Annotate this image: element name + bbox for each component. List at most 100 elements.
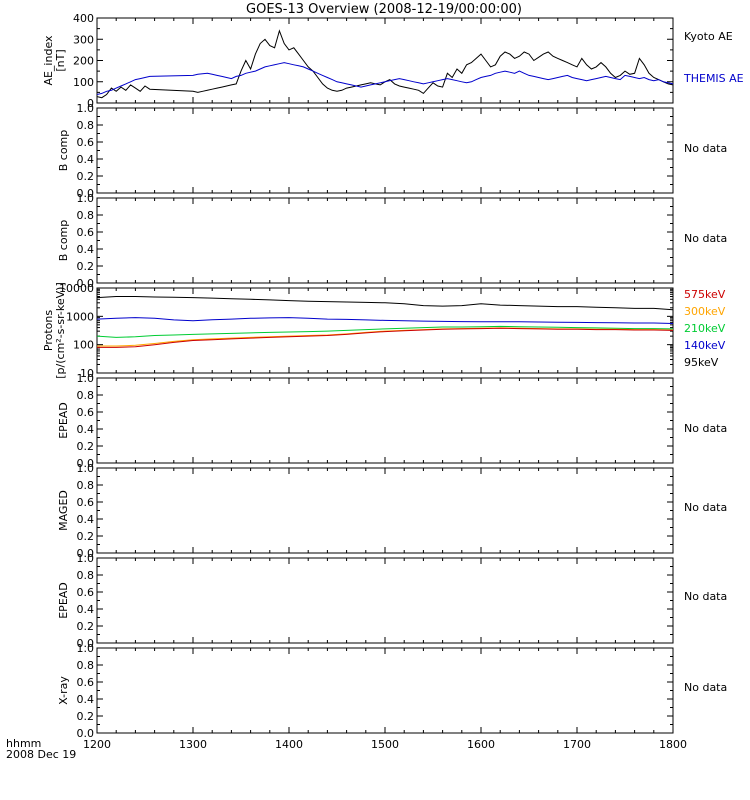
- y-tick-label: 0.6: [77, 676, 95, 689]
- panels: 0 100 200 300 400 AE_index [nT] Kyoto AE THEMIS …: [42, 12, 744, 751]
- y-tick-label: 0.2: [77, 620, 95, 633]
- x-tick-label: 1500: [371, 738, 399, 751]
- series-line-210kev: [97, 325, 673, 338]
- y-tick-label: 0.0: [77, 277, 95, 290]
- y-tick-label: 1.0: [77, 192, 95, 205]
- y-tick-label: 0.8: [77, 119, 95, 132]
- y-tick-label: 0.8: [77, 659, 95, 672]
- panel-7: 0.0 0.2 0.4 0.6 0.8 1.0 EPEAD No data: [57, 552, 727, 650]
- panel-8: 0.0 0.2 0.4 0.6 0.8 1.0 X-ray No data: [57, 642, 727, 740]
- legend-label: 210keV: [684, 322, 726, 335]
- y-tick-label: 0.0: [77, 547, 95, 560]
- y-tick-label: 0.4: [77, 153, 95, 166]
- x-tick-label: 1800: [659, 738, 687, 751]
- no-data-label: No data: [684, 422, 727, 435]
- y-tick-label: 0.2: [77, 440, 95, 453]
- y-tick-label: 0.2: [77, 170, 95, 183]
- y-tick-label: 1.0: [77, 372, 95, 385]
- y-axis-label: Protons: [42, 310, 55, 351]
- y-tick-label: 0.0: [77, 187, 95, 200]
- y-tick-label: 0.6: [77, 406, 95, 419]
- panel-4: 10 100 1000 10000 Protons [p/(cm²-s-sr-keV)] 5…: [42, 282, 726, 380]
- y-tick-label: 0.0: [77, 637, 95, 650]
- y-axis-label: MAGED: [57, 490, 70, 531]
- x-tick-label: 1200: [83, 738, 111, 751]
- y-tick-label: 0.6: [77, 136, 95, 149]
- y-axis-label: X-ray: [57, 676, 70, 705]
- y-tick-label: 0.2: [77, 260, 95, 273]
- no-data-label: No data: [684, 501, 727, 514]
- y-axis-label-units: [nT]: [54, 49, 67, 71]
- legend-label: 140keV: [684, 339, 726, 352]
- no-data-label: No data: [684, 681, 727, 694]
- y-tick-label: 200: [73, 55, 94, 68]
- series-line-575kev: [97, 327, 673, 348]
- figure-title: GOES-13 Overview (2008-12-19/00:00:00): [246, 2, 522, 17]
- y-tick-label: 0.8: [77, 209, 95, 222]
- y-tick-label: 100: [73, 76, 94, 89]
- panel-1: 0 100 200 300 400 AE_index [nT] Kyoto AE THEMIS …: [42, 12, 744, 110]
- y-tick-label: 0.4: [77, 243, 95, 256]
- y-tick-label: 1.0: [77, 642, 95, 655]
- panel-5: 0.0 0.2 0.4 0.6 0.8 1.0 EPEAD No data: [57, 372, 727, 470]
- y-tick-label: 0.8: [77, 389, 95, 402]
- y-tick-label: 0.0: [77, 457, 95, 470]
- x-axis-label-date: 2008 Dec 19: [6, 748, 76, 761]
- panel-frame: [96, 647, 674, 734]
- y-tick-label: 1.0: [77, 552, 95, 565]
- y-tick-label: 1.0: [77, 102, 95, 115]
- legend-label: 575keV: [684, 288, 726, 301]
- legend-label: 300keV: [684, 305, 726, 318]
- panel-frame: [96, 197, 674, 284]
- y-tick-label: 1000: [66, 310, 94, 323]
- y-tick-label: 0.4: [77, 693, 95, 706]
- y-tick-label: 300: [73, 33, 94, 46]
- series-line-140kev: [97, 317, 673, 324]
- no-data-label: No data: [684, 590, 727, 603]
- y-axis-label: AE_index: [42, 35, 55, 86]
- series-line-95kev: [97, 296, 673, 311]
- y-tick-label: 0.4: [77, 423, 95, 436]
- panel-frame: [96, 107, 674, 194]
- legend-label: 95keV: [684, 356, 719, 369]
- no-data-label: No data: [684, 142, 727, 155]
- y-tick-label: 0.6: [77, 586, 95, 599]
- x-tick-label: 1300: [179, 738, 207, 751]
- panel-3: 0.0 0.2 0.4 0.6 0.8 1.0 B comp No data: [57, 192, 727, 290]
- y-axis-label: EPEAD: [57, 402, 70, 439]
- y-tick-label: 0.8: [77, 569, 95, 582]
- y-axis-label: B comp: [57, 130, 70, 172]
- panel-frame: [96, 557, 674, 644]
- panel-frame: [96, 287, 674, 374]
- y-tick-label: 0.8: [77, 479, 95, 492]
- y-tick-label: 0.2: [77, 530, 95, 543]
- series-line-kyoto-ae: [97, 29, 673, 99]
- y-tick-label: 0.4: [77, 513, 95, 526]
- y-tick-label: 0.6: [77, 226, 95, 239]
- panel-frame: [96, 17, 674, 104]
- y-tick-label: 100: [73, 339, 94, 352]
- panel-frame: [96, 377, 674, 464]
- y-tick-label: 0.6: [77, 496, 95, 509]
- x-tick-label: 1700: [563, 738, 591, 751]
- no-data-label: No data: [684, 232, 727, 245]
- y-tick-label: 1.0: [77, 462, 95, 475]
- y-tick-label: 10: [80, 367, 94, 380]
- panel-6: 0.0 0.2 0.4 0.6 0.8 1.0 MAGED No data: [57, 462, 727, 560]
- x-tick-label: 1600: [467, 738, 495, 751]
- y-tick-label: 0.4: [77, 603, 95, 616]
- y-axis-label: EPEAD: [57, 582, 70, 619]
- legend-label: THEMIS AE: [683, 72, 744, 85]
- x-axis-label-time-format: hhmm: [6, 737, 41, 750]
- y-tick-label: 10000: [59, 282, 94, 295]
- series-line-themis-ae: [97, 62, 673, 95]
- legend-label: Kyoto AE: [684, 30, 733, 43]
- y-tick-label: 400: [73, 12, 94, 25]
- y-tick-label: 0: [87, 97, 94, 110]
- y-axis-label: B comp: [57, 220, 70, 262]
- y-axis-label-units: [p/(cm²-s-sr-keV)]: [54, 282, 67, 379]
- y-tick-label: 0.0: [77, 727, 95, 740]
- panel-frame: [96, 467, 674, 554]
- panel-2: 0.0 0.2 0.4 0.6 0.8 1.0 B comp No data: [57, 102, 727, 200]
